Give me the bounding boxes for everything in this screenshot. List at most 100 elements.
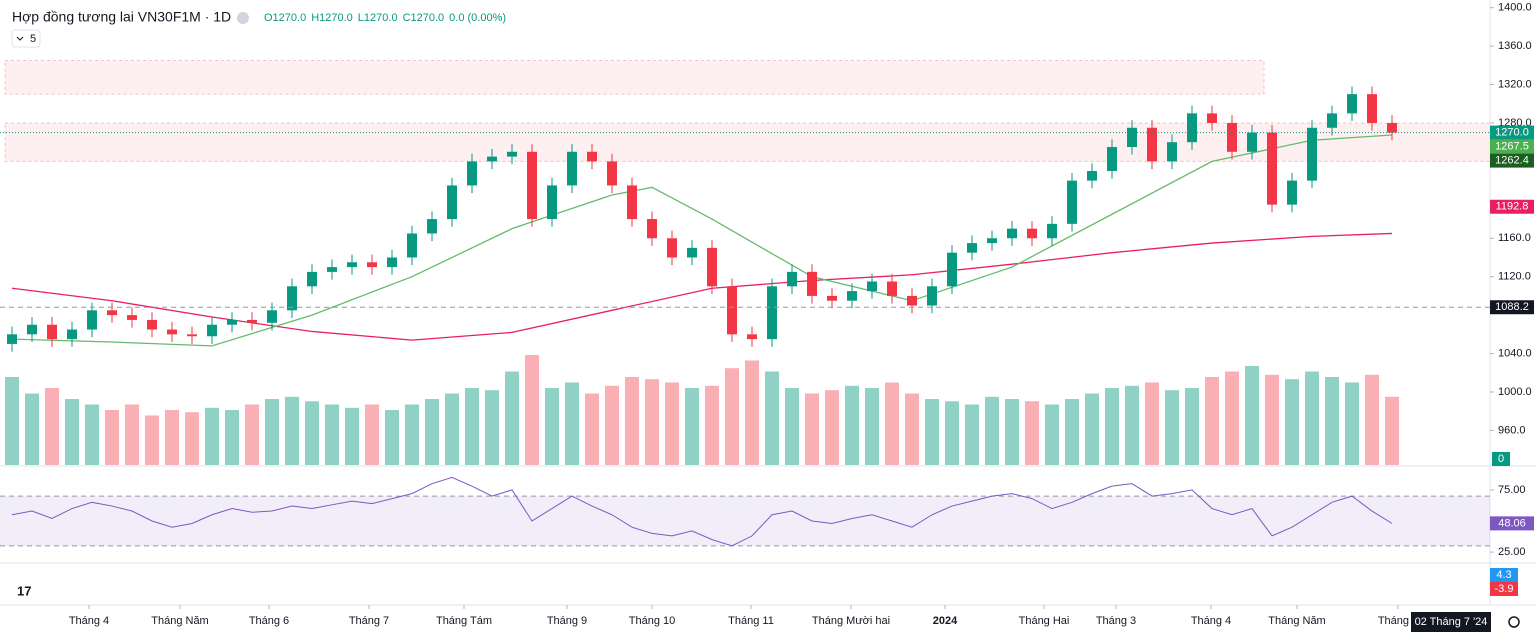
price-label: 1270.0: [1495, 126, 1529, 138]
candle-body: [587, 151, 597, 162]
volume-bar: [245, 404, 259, 465]
candle-body: [1007, 228, 1017, 239]
candle-body: [1107, 146, 1117, 172]
volume-bar: [1185, 388, 1199, 465]
y-tick-label: 1040.0: [1498, 347, 1532, 359]
candle-body: [647, 219, 657, 239]
volume-bar: [425, 399, 439, 465]
volume-bar: [1345, 382, 1359, 465]
x-tick-label: Tháng Tám: [436, 615, 492, 627]
candle-body: [1187, 113, 1197, 143]
candle-body: [267, 310, 277, 323]
settings-icon[interactable]: [1508, 616, 1520, 628]
volume-bar: [105, 410, 119, 465]
volume-bar: [925, 399, 939, 465]
volume-bar: [705, 385, 719, 465]
price-label-bg: [1490, 139, 1534, 154]
candle-body: [967, 243, 977, 253]
volume-bar: [1165, 390, 1179, 465]
candle-body: [7, 334, 17, 344]
date-badge-text: 02 Tháng 7 '24: [1415, 616, 1488, 628]
symbol-title: Hợp đồng tương lai VN30F1M · 1D: [12, 9, 231, 25]
candle-body: [407, 233, 417, 258]
volume-bar: [85, 404, 99, 465]
price-label: 1192.8: [1496, 201, 1529, 213]
candle-body: [307, 271, 317, 287]
candle-body: [1227, 122, 1237, 152]
rsi-line: [11, 476, 1393, 547]
candle-body: [1087, 171, 1097, 181]
candle-body: [227, 319, 237, 325]
status-dot: [237, 12, 249, 24]
x-tick-label: Tháng 7: [349, 615, 389, 627]
candle-body: [947, 252, 957, 287]
candle-body: [807, 271, 817, 296]
candle-body: [327, 267, 337, 272]
candle-body: [347, 262, 357, 268]
volume-bar: [605, 385, 619, 465]
candle-body: [547, 185, 557, 220]
macd-label: -3.9: [1495, 583, 1514, 595]
x-tick-label: Tháng Hai: [1019, 615, 1070, 627]
volume-bar: [665, 382, 679, 465]
candle-body: [1387, 122, 1397, 133]
volume-bar: [145, 415, 159, 465]
x-tick-label: Tháng 10: [629, 615, 675, 627]
y-tick-label: 1400.0: [1498, 2, 1532, 14]
candle-body: [567, 151, 577, 186]
volume-bar: [365, 404, 379, 465]
y-tick-label: 1160.0: [1498, 232, 1531, 244]
volume-bar: [945, 401, 959, 465]
volume-bar: [125, 404, 139, 465]
candle-body: [1027, 228, 1037, 239]
candle-body: [467, 161, 477, 186]
volume-bar: [305, 401, 319, 465]
candle-body: [1167, 142, 1177, 162]
volume-label-bg: [1492, 452, 1510, 466]
price-label: 1088.2: [1495, 301, 1529, 313]
macd-label-bg: [1490, 582, 1518, 596]
y-tick-label: 1360.0: [1498, 40, 1532, 52]
volume-bar: [445, 393, 459, 465]
candle-body: [527, 151, 537, 220]
volume-bar: [865, 388, 879, 465]
tv-logo: 17: [14, 583, 38, 599]
volume-bar: [765, 371, 779, 465]
volume-bar: [225, 410, 239, 465]
volume-bar: [1385, 396, 1399, 465]
legend-bg: [0, 0, 530, 48]
svg-text:17: 17: [17, 583, 31, 598]
candle-body: [427, 219, 437, 234]
candle-body: [1047, 223, 1057, 239]
price-label-bg: [1490, 199, 1534, 214]
macd-label: 4.3: [1496, 569, 1511, 581]
rsi-band: [0, 496, 1490, 546]
x-tick-label: Tháng Mười hai: [812, 615, 890, 627]
volume-bar: [465, 388, 479, 465]
x-tick-label: Tháng 4: [1191, 615, 1231, 627]
candle-body: [507, 151, 517, 157]
indicator-toggle[interactable]: [11, 29, 41, 48]
x-tick-label: Tháng Năm: [1268, 615, 1325, 627]
candle-body: [687, 247, 697, 258]
volume-bar: [65, 399, 79, 465]
candle-body: [47, 324, 57, 340]
candle-body: [487, 156, 497, 162]
candle-body: [1247, 132, 1257, 152]
candle-body: [787, 271, 797, 287]
y-tick-label: 1120.0: [1498, 271, 1531, 283]
zone: [4, 60, 1265, 95]
candle-body: [107, 310, 117, 316]
volume-bar: [685, 388, 699, 465]
volume-bar: [185, 412, 199, 465]
volume-bar: [985, 396, 999, 465]
candle-body: [147, 319, 157, 330]
volume-bar: [505, 371, 519, 465]
price-label-bg: [1490, 300, 1534, 315]
moving-average: [11, 232, 1393, 341]
ohlc-item: O1270.0: [264, 12, 306, 24]
price-label-bg: [1490, 125, 1534, 140]
candle-body: [247, 319, 257, 323]
volume-bar: [325, 404, 339, 465]
